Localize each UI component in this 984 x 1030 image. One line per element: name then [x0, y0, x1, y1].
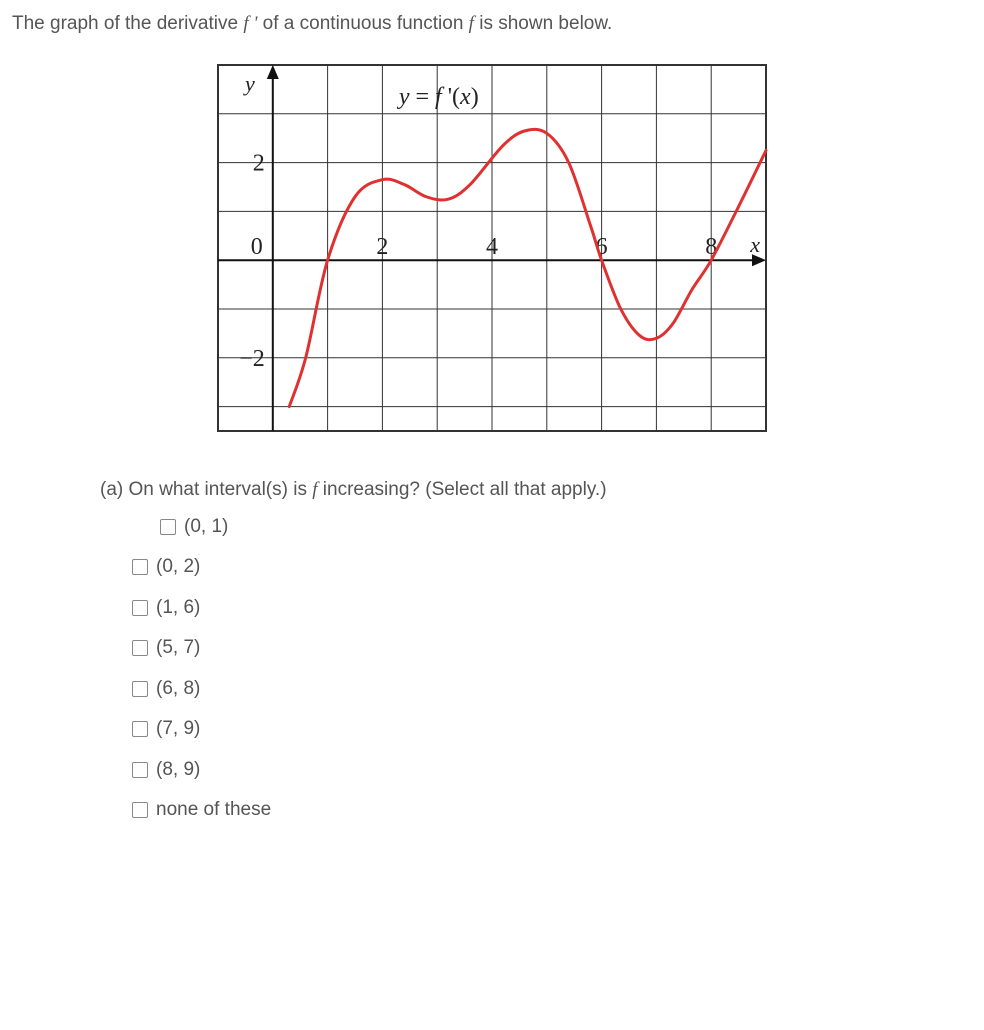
- option-label: (5, 7): [156, 634, 200, 663]
- option-label: (1, 6): [156, 594, 200, 623]
- svg-text:y: y: [243, 71, 255, 96]
- question-suffix: increasing? (Select all that apply.): [318, 479, 607, 500]
- option-checkbox[interactable]: [132, 559, 148, 575]
- question-prefix: (a) On what interval(s) is: [100, 479, 312, 500]
- options-list: (0, 1) (0, 2) (1, 6) (5, 7) (6, 8) (7, 9) (8, …: [132, 513, 972, 825]
- prompt-text: The graph of the derivative f ' of a con…: [12, 10, 972, 39]
- option-row: (7, 9): [132, 715, 972, 744]
- prompt-prefix: The graph of the derivative: [12, 13, 243, 34]
- option-checkbox[interactable]: [132, 721, 148, 737]
- prompt-mid: of a continuous function: [257, 13, 468, 34]
- question-text: (a) On what interval(s) is f increasing?…: [100, 476, 972, 505]
- svg-text:4: 4: [486, 234, 498, 260]
- option-row: (0, 1): [160, 513, 972, 542]
- option-row: (6, 8): [132, 675, 972, 704]
- option-row: (8, 9): [132, 756, 972, 785]
- prompt-fprime: f ': [243, 13, 257, 34]
- chart-container: 02468−22yxy = f '(x): [12, 59, 972, 447]
- option-label: (0, 1): [184, 513, 228, 542]
- option-checkbox[interactable]: [132, 640, 148, 656]
- svg-text:y = f '(x): y = f '(x): [397, 84, 479, 110]
- option-label: (8, 9): [156, 756, 200, 785]
- prompt-suffix: is shown below.: [474, 13, 612, 34]
- option-checkbox[interactable]: [132, 600, 148, 616]
- derivative-chart: 02468−22yxy = f '(x): [212, 59, 772, 447]
- option-row: (1, 6): [132, 594, 972, 623]
- option-checkbox[interactable]: [160, 519, 176, 535]
- option-label: (7, 9): [156, 715, 200, 744]
- option-label: (0, 2): [156, 553, 200, 582]
- option-checkbox[interactable]: [132, 681, 148, 697]
- option-row: (5, 7): [132, 634, 972, 663]
- svg-text:0: 0: [251, 234, 263, 260]
- option-row: none of these: [132, 796, 972, 825]
- option-label: (6, 8): [156, 675, 200, 704]
- option-row: (0, 2): [132, 553, 972, 582]
- option-checkbox[interactable]: [132, 762, 148, 778]
- svg-text:2: 2: [253, 150, 265, 176]
- question-section: (a) On what interval(s) is f increasing?…: [12, 476, 972, 825]
- svg-text:x: x: [749, 232, 760, 257]
- option-checkbox[interactable]: [132, 802, 148, 818]
- svg-text:8: 8: [705, 234, 717, 260]
- option-label: none of these: [156, 796, 271, 825]
- svg-text:−2: −2: [239, 345, 265, 371]
- svg-text:2: 2: [376, 234, 388, 260]
